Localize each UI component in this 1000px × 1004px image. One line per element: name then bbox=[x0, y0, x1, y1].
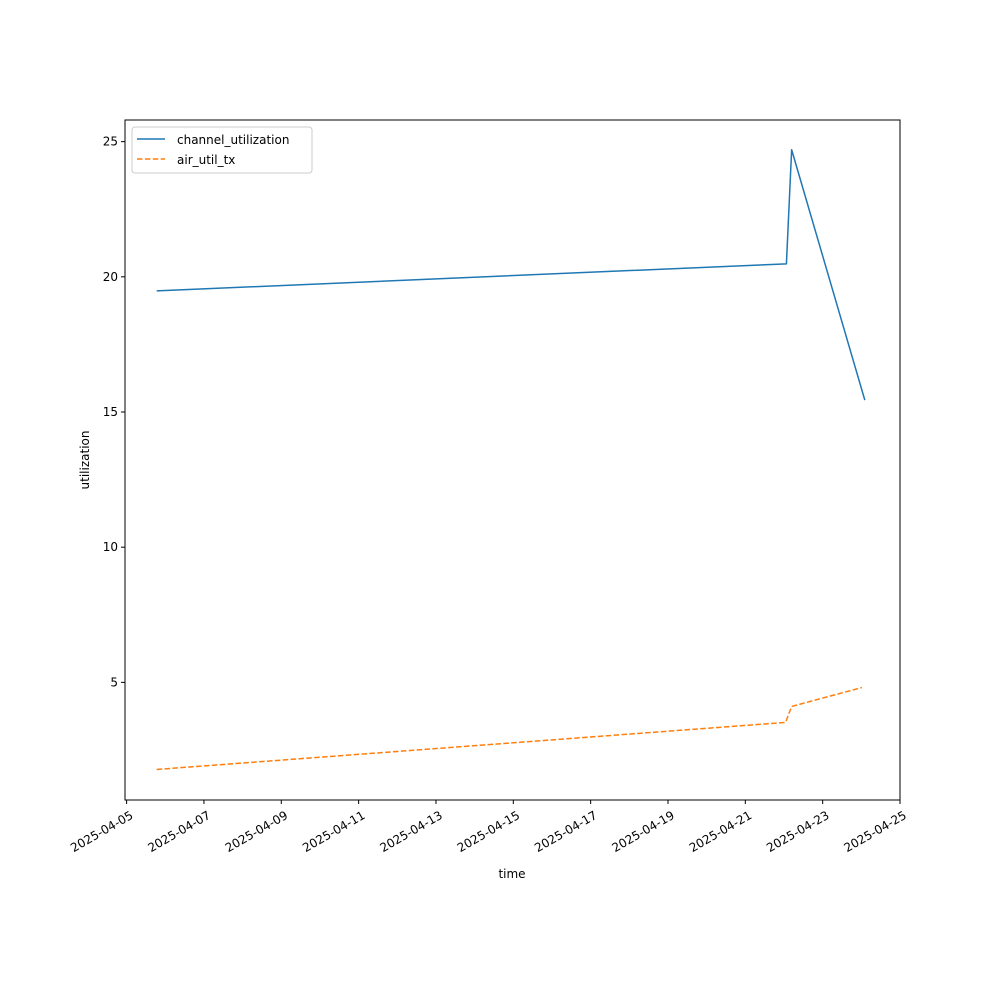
legend-label-air-util-tx: air_util_tx bbox=[177, 153, 235, 167]
series-line-air-util-tx bbox=[156, 686, 863, 771]
x-tick-label: 2025-04-05 bbox=[68, 808, 135, 855]
y-tick-label: 5 bbox=[110, 675, 118, 689]
x-tick-label: 2025-04-11 bbox=[300, 808, 367, 855]
legend-label-channel-utilization: channel_utilization bbox=[177, 133, 289, 147]
x-tick-label: 2025-04-23 bbox=[764, 808, 831, 855]
series-line-channel-utilization bbox=[156, 148, 866, 401]
y-axis-label: utilization bbox=[78, 431, 92, 490]
axes-frame bbox=[124, 119, 901, 801]
y-tick-label: 15 bbox=[103, 405, 118, 419]
x-tick-label: 2025-04-07 bbox=[145, 808, 212, 855]
x-tick-label: 2025-04-17 bbox=[532, 808, 599, 855]
x-tick-label: 2025-04-15 bbox=[455, 808, 522, 855]
y-tick-label: 25 bbox=[103, 135, 118, 149]
y-tick-label: 10 bbox=[103, 540, 118, 554]
y-tick-label: 20 bbox=[103, 270, 118, 284]
x-tick-label: 2025-04-09 bbox=[223, 808, 290, 855]
x-tick-label: 2025-04-19 bbox=[609, 808, 676, 855]
legend: channel_utilization air_util_tx bbox=[131, 126, 313, 174]
x-axis-label: time bbox=[498, 867, 525, 881]
x-tick-label: 2025-04-25 bbox=[841, 808, 908, 855]
x-tick-label: 2025-04-13 bbox=[377, 808, 444, 855]
x-tick-label: 2025-04-21 bbox=[687, 808, 754, 855]
